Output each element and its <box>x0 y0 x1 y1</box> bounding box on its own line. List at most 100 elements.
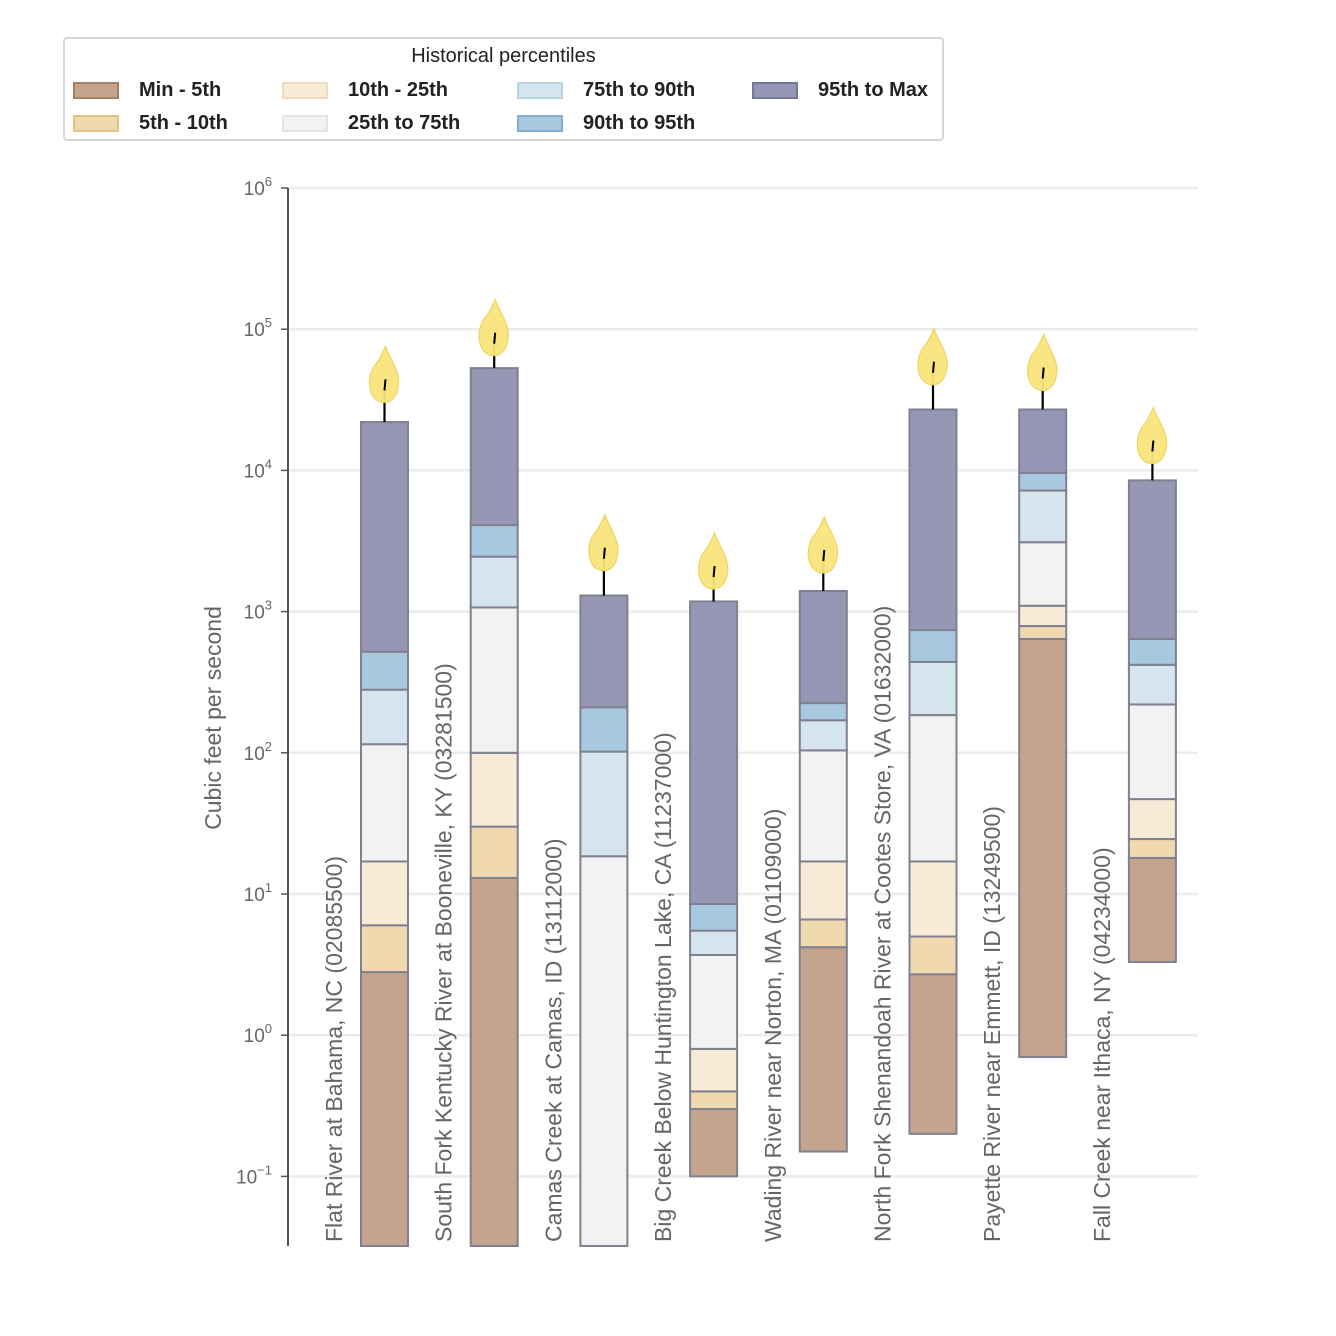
candle <box>469 298 519 1247</box>
site-label: Fall Creek near Ithaca, NY (04234000) <box>1089 847 1115 1242</box>
site-label: Payette River near Emmett, ID (13249500) <box>979 806 1005 1242</box>
site-label: Big Creek Below Huntington Lake, CA (112… <box>650 732 676 1242</box>
y-axis-label: Cubic feet per second <box>200 606 226 830</box>
candle-segment-p25-75 <box>908 714 958 863</box>
candle-segment-p0-5 <box>689 1108 739 1178</box>
candle-segment-p25-75 <box>1018 541 1068 607</box>
legend-title: Historical percentiles <box>411 45 596 67</box>
candle-wick-tip <box>712 566 716 578</box>
candle-segment-p90-95 <box>1127 637 1177 666</box>
candle-segment-p90-95 <box>360 650 409 691</box>
site-label: Wading River near Norton, MA (01109000) <box>760 809 786 1242</box>
legend-label-75th-90th: 75th to 90th <box>583 79 696 101</box>
legend-swatch-75th-90th <box>517 82 563 99</box>
candle-segment-p5-10 <box>1018 625 1068 640</box>
y-axis: 10−1 100 101 102 103 104 105 106 <box>236 174 289 1246</box>
candle-segment-p10-25 <box>1127 798 1177 841</box>
candle-segment-p90-95 <box>798 702 848 722</box>
candle-segment-p5-10 <box>469 825 519 879</box>
candle-segment-p95-max <box>798 589 848 705</box>
candle-segment-p95-max <box>908 408 958 632</box>
legend-label-95th-max: 95th to Max <box>818 79 929 101</box>
candle-bars <box>360 298 1177 1247</box>
candle-segment-p25-75 <box>798 749 848 863</box>
candle <box>1018 332 1068 1059</box>
candle-segment-p90-95 <box>469 524 519 558</box>
candle-segment-p90-95 <box>579 706 629 753</box>
candle-segment-p95-max <box>360 421 409 653</box>
candle-flame <box>478 298 509 357</box>
candle-segment-p95-max <box>689 600 739 905</box>
candle-segment-p0-5 <box>1127 856 1177 963</box>
candle-segment-p25-75 <box>579 855 629 1247</box>
candle-segment-p25-75 <box>469 606 519 754</box>
candle-flame <box>917 327 948 386</box>
candle-segment-p95-max <box>469 367 519 527</box>
legend-label-min-5th: Min - 5th <box>139 79 222 101</box>
legend-item-75th-90th: 75th to 90th <box>517 79 695 102</box>
candle-segment-p5-10 <box>798 918 848 949</box>
candle-flame <box>807 515 839 574</box>
candle-segment-p75-90 <box>1018 489 1068 544</box>
y-tick-label: 100 <box>244 1021 272 1047</box>
candle <box>360 344 409 1247</box>
candle-wick-tip <box>1041 367 1045 379</box>
legend-swatch-90th-95th <box>517 115 563 132</box>
candle <box>798 515 848 1153</box>
candle-segment-p75-90 <box>1127 663 1177 706</box>
candle-segment-p10-25 <box>469 751 519 828</box>
y-tick-label: 104 <box>244 456 272 482</box>
candle-segment-p25-75 <box>360 743 409 863</box>
y-tick-label: 10−1 <box>236 1162 272 1188</box>
candle-flame <box>1136 405 1168 465</box>
candle-flame <box>697 531 729 590</box>
candle-segment-p90-95 <box>1018 471 1068 492</box>
candle <box>689 531 739 1178</box>
candle-segment-p75-90 <box>579 750 629 858</box>
legend-label-10th-25th: 10th - 25th <box>348 79 449 101</box>
candle-flame <box>1027 332 1058 392</box>
candle-segment-p75-90 <box>798 719 848 752</box>
candle-segment-p75-90 <box>689 929 739 956</box>
y-tick-label: 106 <box>244 174 272 200</box>
candle-wick-tip <box>602 547 606 559</box>
y-tick-label: 101 <box>244 880 272 906</box>
candle-segment-p25-75 <box>689 953 739 1050</box>
site-label: North Fork Shenandoah River at Cootes St… <box>870 606 896 1242</box>
candle-segment-p10-25 <box>798 860 848 921</box>
candle <box>579 513 629 1247</box>
candle-segment-p90-95 <box>908 629 958 663</box>
legend-item-min-5th: Min - 5th <box>73 79 221 102</box>
candle-segment-p10-25 <box>360 860 409 927</box>
legend-swatch-5th-10th <box>73 115 119 132</box>
candle-segment-p10-25 <box>908 860 958 938</box>
legend-item-95th-max: 95th to Max <box>752 79 928 102</box>
candle-wick-tip <box>932 361 935 373</box>
legend-label-90th-95th: 90th to 95th <box>583 112 696 134</box>
candle-segment-p95-max <box>1127 479 1177 640</box>
legend-swatch-25th-75th <box>282 115 328 132</box>
y-tick-label: 105 <box>244 315 272 341</box>
candle-segment-p5-10 <box>1127 838 1177 859</box>
candle-segment-p5-10 <box>689 1090 739 1111</box>
legend-item-10th-25th: 10th - 25th <box>282 79 448 102</box>
site-label: Flat River at Bahama, NC (02085500) <box>321 856 347 1242</box>
site-label: Camas Creek at Camas, ID (13112000) <box>540 838 566 1242</box>
legend-swatch-min-5th <box>73 82 119 99</box>
candle-segment-p0-5 <box>798 946 848 1153</box>
candle-segment-p95-max <box>1018 408 1068 474</box>
candle-wick-tip <box>822 549 826 562</box>
candle-segment-p75-90 <box>469 555 519 609</box>
legend-item-5th-10th: 5th - 10th <box>73 112 228 135</box>
candle-segment-p90-95 <box>689 902 739 932</box>
site-label: South Fork Kentucky River at Booneville,… <box>431 663 457 1242</box>
legend-label-25th-75th: 25th to 75th <box>348 112 461 134</box>
legend-item-25th-75th: 25th to 75th <box>282 112 460 135</box>
candle-segment-p10-25 <box>689 1047 739 1093</box>
legend-swatch-95th-max <box>752 82 798 99</box>
candle <box>1127 405 1177 963</box>
candle-segment-p75-90 <box>360 688 409 746</box>
candle <box>908 327 958 1135</box>
candle-segment-p95-max <box>579 594 629 709</box>
